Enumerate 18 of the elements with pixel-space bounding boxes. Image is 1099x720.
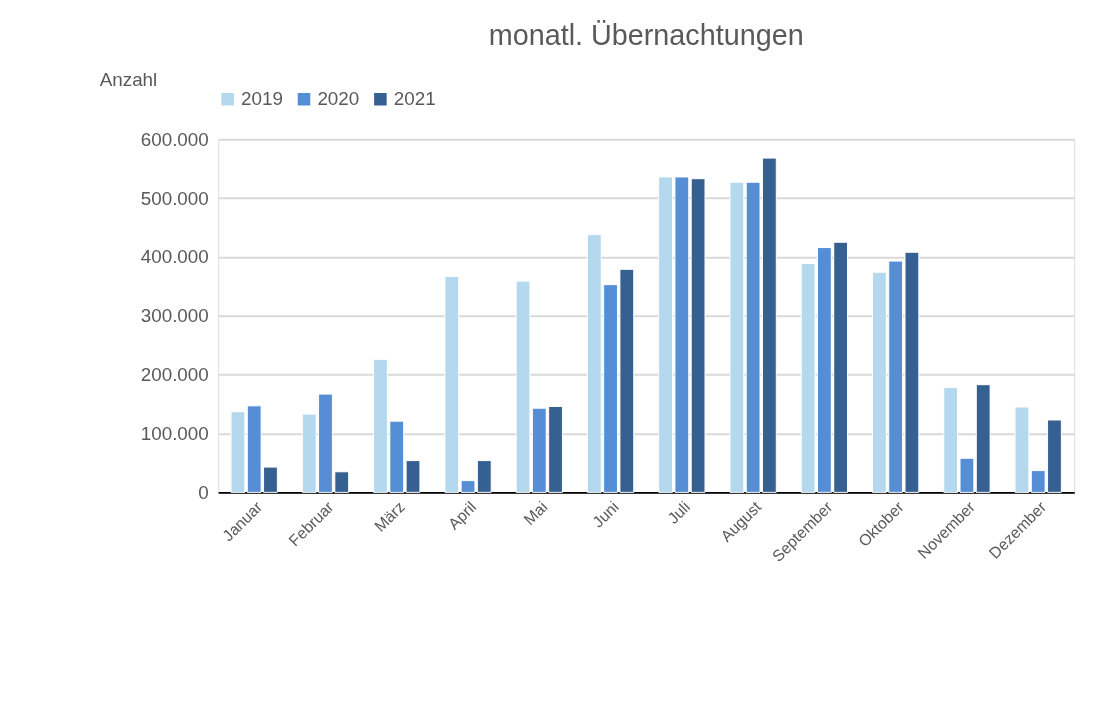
chart-title: monatl. Übernachtungen [488, 19, 804, 52]
bar [729, 181, 745, 493]
x-tick-label: Juni [589, 498, 622, 531]
legend-label: 2021 [393, 88, 436, 110]
bar [690, 178, 706, 493]
y-tick-label: 200.000 [140, 364, 209, 386]
bar [975, 384, 991, 493]
y-tick-label: 300.000 [140, 305, 209, 327]
legend-label: 2020 [317, 88, 360, 110]
x-tick-label: Juli [664, 498, 694, 527]
y-tick-label: 600.000 [140, 128, 209, 150]
legend-label: 2019 [241, 88, 283, 110]
y-tick-label: 400.000 [140, 246, 209, 268]
y-tick-label: 500.000 [140, 187, 209, 209]
y-tick-label: 100.000 [140, 422, 209, 444]
y-tick-label: 0 [198, 481, 209, 503]
y-axis-title: Anzahl [99, 69, 158, 91]
x-tick-label: Mai [520, 498, 551, 529]
